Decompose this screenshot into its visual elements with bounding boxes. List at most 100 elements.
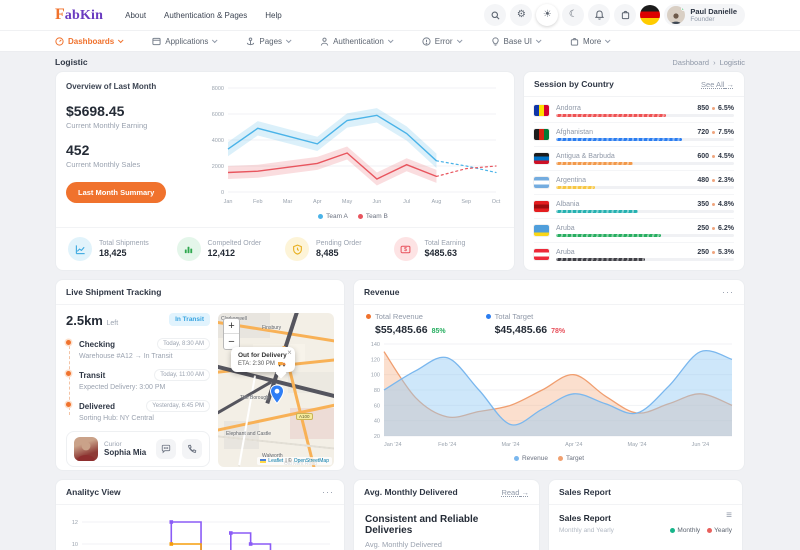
svg-text:20: 20	[374, 434, 380, 440]
nav-pages[interactable]: Pages	[246, 37, 292, 46]
shipment-map[interactable]: Clerkenwell Finsbury City of London The …	[218, 313, 334, 467]
menu-about[interactable]: About	[125, 10, 147, 20]
svg-text:Apr: Apr	[313, 199, 322, 205]
nav-authentication[interactable]: Authentication	[320, 37, 394, 46]
zoom-out-button[interactable]: −	[228, 335, 235, 348]
leaflet-link[interactable]: Leaflet	[268, 458, 284, 464]
language-flag-german[interactable]	[640, 5, 661, 25]
see-all-link[interactable]: See All →	[701, 79, 734, 89]
country-progress	[556, 161, 734, 165]
country-progress	[556, 185, 734, 189]
courier-label: Curior	[104, 441, 122, 448]
stat-value: 12,412	[207, 248, 236, 258]
svg-text:$: $	[404, 247, 407, 253]
legend-item: Target	[557, 455, 584, 462]
nav-applications[interactable]: Applications	[152, 37, 218, 46]
more-options-icon[interactable]: ···	[722, 286, 734, 297]
map-marker-icon[interactable]	[270, 385, 284, 404]
country-session-row: Antigua & Barbuda 600 4.5%	[534, 147, 734, 171]
card-title: Avg. Monthly Delivered	[364, 487, 458, 497]
top-menu: About Authentication & Pages Help	[125, 11, 282, 20]
country-stats: 250 6.2%	[697, 224, 734, 232]
stat-label: Total Earning	[424, 240, 466, 247]
country-progress	[556, 137, 734, 141]
map-label: Elephant and Castle	[226, 431, 272, 437]
brand-initial: F	[55, 6, 65, 23]
timeline-dot	[66, 402, 71, 407]
menu-help[interactable]: Help	[265, 10, 282, 20]
stat-total-shipments: Total Shipments 18,425	[68, 237, 177, 261]
nav-more[interactable]: More	[570, 37, 611, 46]
overview-chart: 0 2000 4000 6000 8000 Jan Feb Mar Apr May Jun Jul Au…	[202, 80, 504, 227]
stat-label: Compelted Order	[207, 240, 262, 247]
timestamp-pill: Today, 11:00 AM	[154, 369, 210, 381]
map-label: The Borough	[240, 395, 269, 401]
breadcrumb-parent[interactable]: Dashboard	[672, 57, 710, 67]
svg-text:May: May	[342, 199, 353, 205]
country-flag	[534, 105, 549, 116]
chevron-down-icon	[285, 37, 292, 44]
openstreetmap-link[interactable]: OpenStreetMap	[293, 458, 329, 464]
revenue-chart: 20 40 60 80 100 120 140 Jan '24 Feb '24 Mar '24 Ap…	[354, 338, 744, 462]
country-progress	[556, 113, 734, 117]
svg-text:10: 10	[72, 542, 78, 548]
gear-icon[interactable]: ⚙	[510, 4, 533, 26]
delivery-subheading: Avg. Monthly Delivered	[365, 540, 442, 549]
nav-error[interactable]: Error	[422, 36, 463, 46]
svg-text:0: 0	[221, 190, 224, 196]
card-title: Session by Country	[534, 79, 614, 89]
timeline-step-delivered: Delivered Yesterday, 6:45 PM Sorting Hub:…	[66, 400, 210, 422]
money-icon: $	[393, 237, 418, 261]
overview-chart-legend: Team A Team B	[202, 213, 504, 220]
phone-button[interactable]	[182, 439, 202, 459]
legend-item: Team A	[318, 213, 348, 220]
user-avatar	[667, 6, 686, 24]
sales-chart	[559, 534, 734, 550]
legend-item: Yearly	[707, 527, 732, 534]
search-icon[interactable]	[484, 4, 507, 26]
chat-button[interactable]	[156, 439, 176, 459]
bell-icon[interactable]	[588, 4, 611, 26]
timestamp-pill: Today, 8:30 AM	[157, 338, 210, 350]
nav-label: Base UI	[503, 36, 533, 46]
tracking-timeline: Checking Today, 8:30 AM Warehouse #A12 → …	[66, 338, 210, 431]
timeline-dot	[66, 371, 71, 376]
popup-eta: ETA: 2:30 PM	[238, 361, 275, 367]
sales-subtitle: Monthly and Yearly	[559, 527, 614, 534]
shield-icon	[285, 237, 309, 261]
country-session-row: Andorra 850 6.5%	[534, 99, 734, 123]
courier-name: Sophia Mia	[104, 448, 147, 457]
country-stats: 480 2.3%	[697, 176, 734, 184]
overview-title: Overview of Last Month	[66, 82, 157, 91]
svg-text:Mar '24: Mar '24	[501, 442, 519, 448]
last-month-summary-button[interactable]: Last Month Summary	[66, 182, 167, 203]
hamburger-menu-icon[interactable]: ≡	[726, 510, 732, 521]
country-session-row: Aruba 250 6.2%	[534, 219, 734, 243]
menu-authentication-pages[interactable]: Authentication & Pages	[164, 10, 248, 20]
bag-icon[interactable]	[614, 4, 637, 26]
chevron-down-icon	[535, 37, 542, 44]
ukraine-flag-icon	[260, 459, 267, 463]
close-icon[interactable]: ×	[287, 348, 292, 357]
zoom-in-button[interactable]: +	[224, 319, 239, 334]
country-stats: 720 7.5%	[697, 128, 734, 136]
moon-icon[interactable]: ☾	[562, 4, 585, 26]
more-options-icon[interactable]: ···	[322, 486, 334, 497]
country-session-list: Andorra 850 6.5% Afghanistan 720 7.5% Antigua …	[524, 97, 744, 270]
map-attribution: Leaflet | © OpenStreetMap	[257, 457, 332, 465]
svg-text:Feb '24: Feb '24	[438, 442, 456, 448]
country-name: Aruba	[556, 248, 575, 256]
card-title: Analityc View	[66, 487, 121, 497]
nav-dashboards[interactable]: Dashboards	[55, 37, 124, 46]
country-progress	[556, 233, 734, 237]
sales-report-card: Sales Report Sales Report ≡ Monthly and …	[548, 479, 743, 550]
nav-base-ui[interactable]: Base UI	[491, 36, 542, 46]
nav-label: Error	[434, 36, 453, 46]
delivery-heading: Consistent and Reliable Deliveries	[365, 514, 479, 536]
map-road-badge: A100	[296, 413, 313, 420]
stat-label: Pending Order	[316, 240, 362, 247]
user-menu[interactable]: Paul Danielle Founder	[664, 4, 745, 26]
sun-icon[interactable]: ☀	[536, 4, 559, 26]
read-link[interactable]: Read →	[501, 487, 529, 497]
